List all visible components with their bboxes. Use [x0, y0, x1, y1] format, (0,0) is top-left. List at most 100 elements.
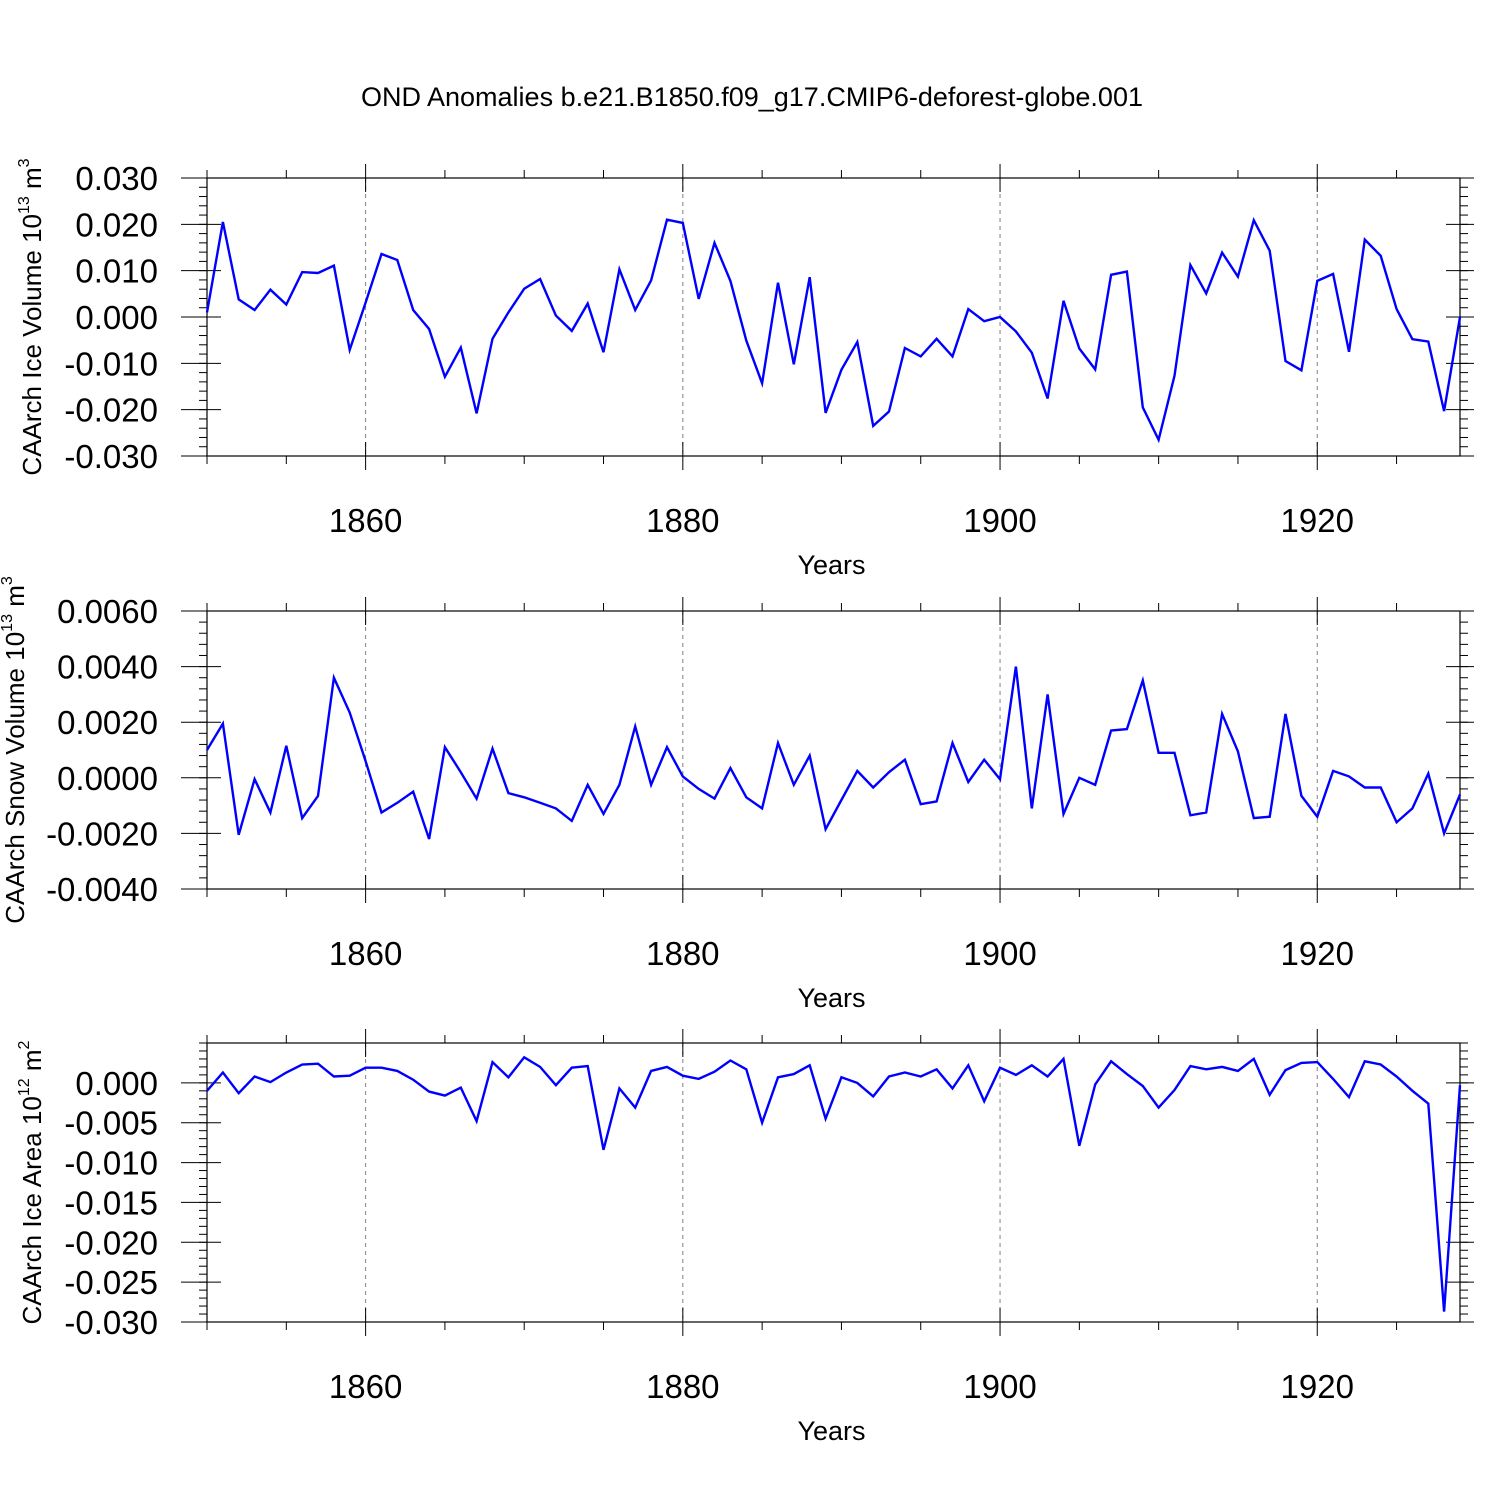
data-point: [920, 355, 922, 357]
data-point: [349, 349, 351, 351]
data-point: [364, 301, 366, 303]
data-point: [729, 767, 731, 769]
data-point: [586, 302, 588, 304]
data-point: [1253, 817, 1255, 819]
data-point: [253, 778, 255, 780]
plot-frame: [206, 610, 1461, 890]
data-point: [872, 786, 874, 788]
data-point: [1173, 375, 1175, 377]
y-axis-title: CAArch Ice Volume 1013 m3: [16, 158, 47, 475]
data-point: [824, 412, 826, 414]
data-point: [1094, 1083, 1096, 1085]
data-point: [1062, 300, 1064, 302]
data-point: [824, 1118, 826, 1120]
data-point: [475, 1120, 477, 1122]
y-tick-label: 0.010: [75, 253, 158, 290]
data-point: [1411, 807, 1413, 809]
data-point: [206, 749, 208, 751]
data-point: [1126, 270, 1128, 272]
data-point: [396, 259, 398, 261]
data-point: [634, 1106, 636, 1108]
data-point: [840, 1076, 842, 1078]
data-point: [238, 1092, 240, 1094]
data-point: [285, 303, 287, 305]
y-axis-title-exponent: 12: [16, 1078, 33, 1096]
data-point: [1411, 338, 1413, 340]
data-point: [396, 802, 398, 804]
data-point: [1078, 1145, 1080, 1147]
y-tick-label: 0.0000: [57, 760, 158, 797]
data-point: [809, 276, 811, 278]
data-point: [253, 309, 255, 311]
data-point: [253, 1075, 255, 1077]
y-axis-title: CAArch Snow Volume 1013 m3: [0, 576, 30, 924]
data-point: [1221, 713, 1223, 715]
data-point: [1205, 811, 1207, 813]
y-axis-title-text: CAArch Ice Area 10: [17, 1096, 47, 1324]
data-point: [761, 382, 763, 384]
data-point: [412, 1078, 414, 1080]
y-tick-label: -0.030: [64, 438, 158, 475]
data-point: [856, 770, 858, 772]
data-point: [697, 298, 699, 300]
x-axis-title: Years: [797, 550, 865, 580]
data-point: [555, 807, 557, 809]
data-point: [412, 791, 414, 793]
data-point: [1332, 1078, 1334, 1080]
data-point: [1142, 406, 1144, 408]
chart-title: OND Anomalies b.e21.B1850.f09_g17.CMIP6-…: [361, 82, 1143, 112]
data-point: [1459, 793, 1461, 795]
data-point: [412, 309, 414, 311]
data-point: [1364, 786, 1366, 788]
data-point: [1173, 752, 1175, 754]
y-axis-title-unit-exponent: 3: [0, 576, 16, 585]
data-point: [1046, 693, 1048, 695]
y-tick-label: 0.0020: [57, 704, 158, 741]
data-point: [1300, 369, 1302, 371]
x-tick-label: 1900: [963, 1368, 1036, 1405]
data-point: [428, 1090, 430, 1092]
data-point: [1157, 1106, 1159, 1108]
data-point: [1316, 1061, 1318, 1063]
chart-panel-1: 1860 1880 1900 1920 Years -0.030 -0.020 -0.010 0…: [16, 158, 1474, 580]
data-point: [428, 328, 430, 330]
data-point: [349, 711, 351, 713]
data-point: [1395, 308, 1397, 310]
data-point: [475, 797, 477, 799]
data-point: [269, 1081, 271, 1083]
data-point: [1459, 1084, 1461, 1086]
y-tick-label: -0.0020: [46, 815, 158, 852]
data-point: [238, 298, 240, 300]
data-point: [222, 1071, 224, 1073]
x-tick-label: 1860: [329, 1368, 402, 1405]
y-tick-label: -0.0040: [46, 871, 158, 908]
data-point: [1062, 813, 1064, 815]
data-point: [1332, 273, 1334, 275]
data-point: [1443, 832, 1445, 834]
data-point: [682, 1074, 684, 1076]
data-point: [285, 1071, 287, 1073]
x-tick-label: 1880: [646, 1368, 719, 1405]
data-point: [1427, 1102, 1429, 1104]
data-point: [1237, 750, 1239, 752]
data-point: [951, 742, 953, 744]
data-point: [1364, 238, 1366, 240]
data-point: [650, 1070, 652, 1072]
data-point: [571, 1067, 573, 1069]
data-point: [904, 1071, 906, 1073]
data-point: [1316, 280, 1318, 282]
data-point: [761, 1122, 763, 1124]
y-axis-title: CAArch Ice Area 1012 m2: [16, 1040, 47, 1324]
data-point: [1110, 729, 1112, 731]
data-point: [1348, 1096, 1350, 1098]
y-tick-label: -0.020: [64, 1224, 158, 1261]
data-point: [697, 788, 699, 790]
y-axis-title-unit: m: [17, 1049, 47, 1078]
data-point: [824, 828, 826, 830]
data-point: [1237, 1070, 1239, 1072]
plot-frame: [206, 1042, 1461, 1323]
y-tick-label: -0.015: [64, 1184, 158, 1221]
data-point: [1015, 665, 1017, 667]
data-point: [713, 1070, 715, 1072]
